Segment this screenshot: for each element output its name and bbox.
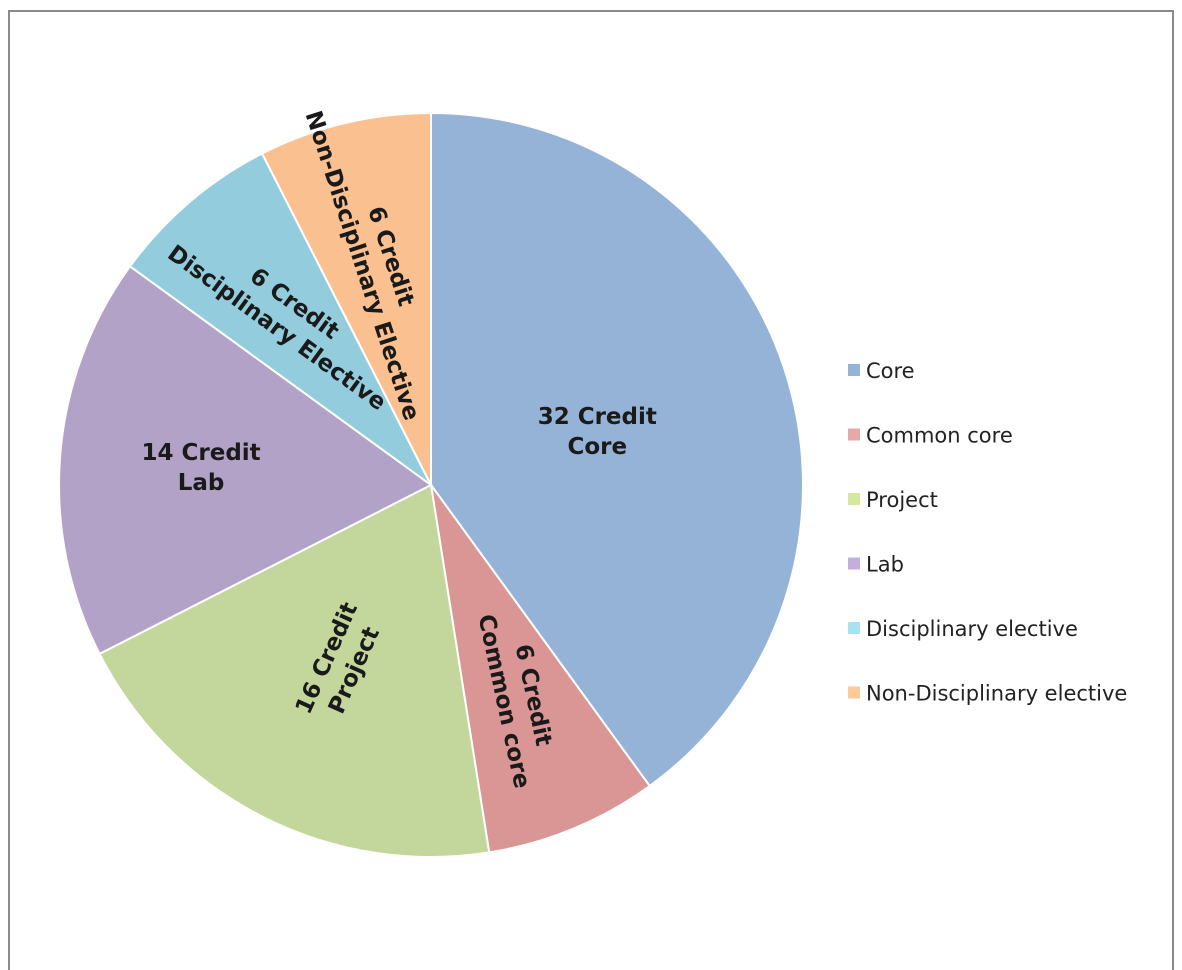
legend-swatch-common-core — [848, 428, 860, 441]
legend-label-disciplinary-elective: Disciplinary elective — [866, 617, 1078, 641]
legend-swatch-disciplinary-elective — [848, 622, 860, 634]
pie-slices — [58, 111, 804, 858]
slice-label-core: 32 Credit Core — [538, 404, 657, 460]
pie-slice-core — [430, 111, 804, 788]
pie-slice-lab — [58, 264, 433, 656]
legend-swatch-non-disciplinary-elective — [848, 686, 860, 699]
legend-label-core: Core — [866, 359, 915, 383]
legend-label-project: Project — [866, 488, 938, 512]
pie-slice-common-core — [430, 484, 652, 854]
pie-slice-disciplinary-elective — [128, 152, 432, 486]
legend-swatch-core — [848, 364, 860, 376]
slice-label-lab: 14 Credit Lab — [141, 440, 260, 496]
legend-label-common-core: Common core — [866, 424, 1013, 448]
pie-slice-non-disciplinary-elective — [260, 111, 432, 486]
legend-swatch-project — [848, 493, 860, 505]
chart-frame — [8, 10, 1174, 970]
legend-swatch-lab — [848, 557, 860, 570]
pie-slice-project — [98, 483, 491, 858]
legend-label-non-disciplinary-elective: Non-Disciplinary elective — [866, 682, 1127, 706]
legend-label-lab: Lab — [866, 553, 904, 577]
legend: Core Common core Project Lab Disciplinary el… — [848, 359, 1127, 706]
